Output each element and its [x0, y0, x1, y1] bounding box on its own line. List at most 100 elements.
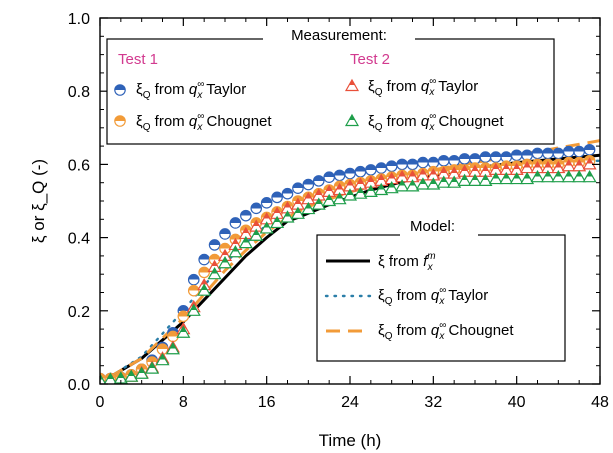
data-point-3 — [228, 245, 243, 258]
data-point-3 — [155, 353, 170, 366]
measurement-legend-title: Measurement: — [291, 27, 387, 44]
data-point-0 — [365, 164, 377, 176]
data-point-3 — [582, 170, 597, 183]
model-title-bg — [400, 215, 478, 239]
data-point-3 — [561, 170, 576, 183]
data-point-3 — [145, 361, 160, 374]
series-layer — [100, 139, 600, 384]
data-point-0 — [198, 253, 210, 266]
y-axis-title-text: ξ or ξ_Q (-) — [29, 159, 48, 243]
data-point-3 — [509, 171, 524, 185]
x-tick-label: 0 — [96, 394, 105, 411]
data-point-3 — [540, 170, 555, 183]
data-point-3 — [176, 325, 191, 338]
data-point-3 — [259, 221, 274, 234]
test2-label: Test 2 — [350, 51, 390, 68]
data-point-0 — [354, 165, 367, 178]
y-tick-label: 0.0 — [68, 377, 90, 394]
data-point-3 — [405, 179, 420, 192]
data-point-3 — [342, 188, 358, 201]
data-point-0 — [271, 191, 283, 204]
data-point-3 — [134, 366, 149, 379]
data-point-0 — [333, 169, 346, 182]
x-axis-title: Time (h) — [319, 431, 382, 450]
legend-marker-test1-taylor — [114, 84, 126, 96]
data-point-3 — [197, 283, 212, 296]
data-point-0 — [375, 162, 388, 174]
data-point-0 — [208, 239, 221, 251]
data-point-3 — [551, 170, 566, 183]
data-point-0 — [312, 175, 325, 187]
data-point-3 — [426, 177, 441, 190]
y-axis-title: ξ or ξ_Q (-) — [29, 159, 48, 243]
y-tick-label: 0.8 — [68, 84, 90, 101]
data-point-3 — [249, 228, 264, 241]
data-point-0 — [531, 147, 544, 160]
data-point-0 — [406, 158, 419, 171]
data-point-3 — [520, 171, 535, 185]
data-point-0 — [187, 273, 200, 286]
data-point-0 — [396, 158, 408, 171]
data-point-0 — [458, 153, 471, 165]
x-tick-label: 48 — [591, 394, 609, 411]
data-point-3 — [280, 210, 295, 223]
data-point-3 — [100, 373, 107, 384]
data-point-0 — [573, 145, 585, 158]
data-point-0 — [437, 154, 450, 167]
legend-entry-text: ξQ from q∞ x Chougnet — [136, 111, 272, 133]
test1-label: Test 1 — [118, 51, 158, 68]
data-point-3 — [447, 175, 462, 188]
measurement-legend-box — [106, 38, 555, 145]
x-tick-label: 32 — [424, 394, 442, 411]
data-point-3 — [374, 182, 389, 196]
data-point-3 — [384, 180, 399, 194]
x-tick-label: 24 — [341, 394, 359, 411]
data-point-3 — [207, 266, 222, 280]
data-point-3 — [270, 215, 285, 229]
data-point-0 — [323, 171, 335, 184]
legend-marker-test2-chougnet — [344, 113, 360, 127]
data-point-3 — [103, 372, 118, 384]
data-point-0 — [250, 202, 263, 215]
data-point-0 — [490, 151, 502, 163]
data-point-3 — [332, 191, 347, 205]
data-point-0 — [302, 178, 315, 191]
data-point-3 — [363, 184, 378, 197]
data-point-3 — [572, 170, 587, 183]
data-point-0 — [240, 209, 252, 222]
data-point-3 — [322, 193, 337, 207]
data-point-0 — [385, 160, 398, 173]
data-point-3 — [457, 173, 472, 186]
data-point-2 — [582, 157, 597, 170]
data-point-0 — [417, 156, 429, 169]
data-point-1 — [167, 330, 179, 343]
legend-marker-test1-chougnet — [114, 115, 126, 127]
legend-entry-text: ξQ from q∞ x Chougnet — [378, 320, 514, 342]
data-point-3 — [499, 171, 514, 185]
data-point-3 — [238, 235, 253, 249]
data-point-0 — [552, 147, 565, 160]
data-point-3 — [301, 201, 316, 215]
data-point-3 — [124, 369, 139, 382]
data-point-1 — [198, 266, 210, 279]
data-point-0 — [219, 228, 231, 240]
y-tick-label: 0.2 — [68, 304, 90, 321]
data-point-3 — [395, 179, 410, 192]
ticks-layer: 0 8 16 24 32 40 48 0.0 0.2 0.4 0.6 0.8 1.0 — [68, 11, 609, 411]
data-point-0 — [542, 147, 554, 160]
legend-marker-test2-taylor — [344, 78, 360, 92]
data-point-0 — [292, 182, 304, 194]
data-point-0 — [583, 143, 596, 156]
model-legend-box — [316, 234, 566, 362]
data-point-3 — [311, 197, 326, 210]
data-point-0 — [479, 151, 492, 163]
data-point-0 — [344, 167, 356, 180]
legend: Measurement: Test 1 Test 2 ξQ from q∞ x Tayl… — [106, 26, 566, 362]
data-point-1 — [177, 310, 190, 323]
x-tick-label: 40 — [508, 394, 526, 411]
data-point-1 — [187, 284, 200, 297]
model-legend-title: Model: — [410, 218, 455, 235]
data-point-3 — [467, 173, 483, 186]
data-point-3 — [478, 173, 493, 186]
data-point-3 — [436, 175, 451, 188]
